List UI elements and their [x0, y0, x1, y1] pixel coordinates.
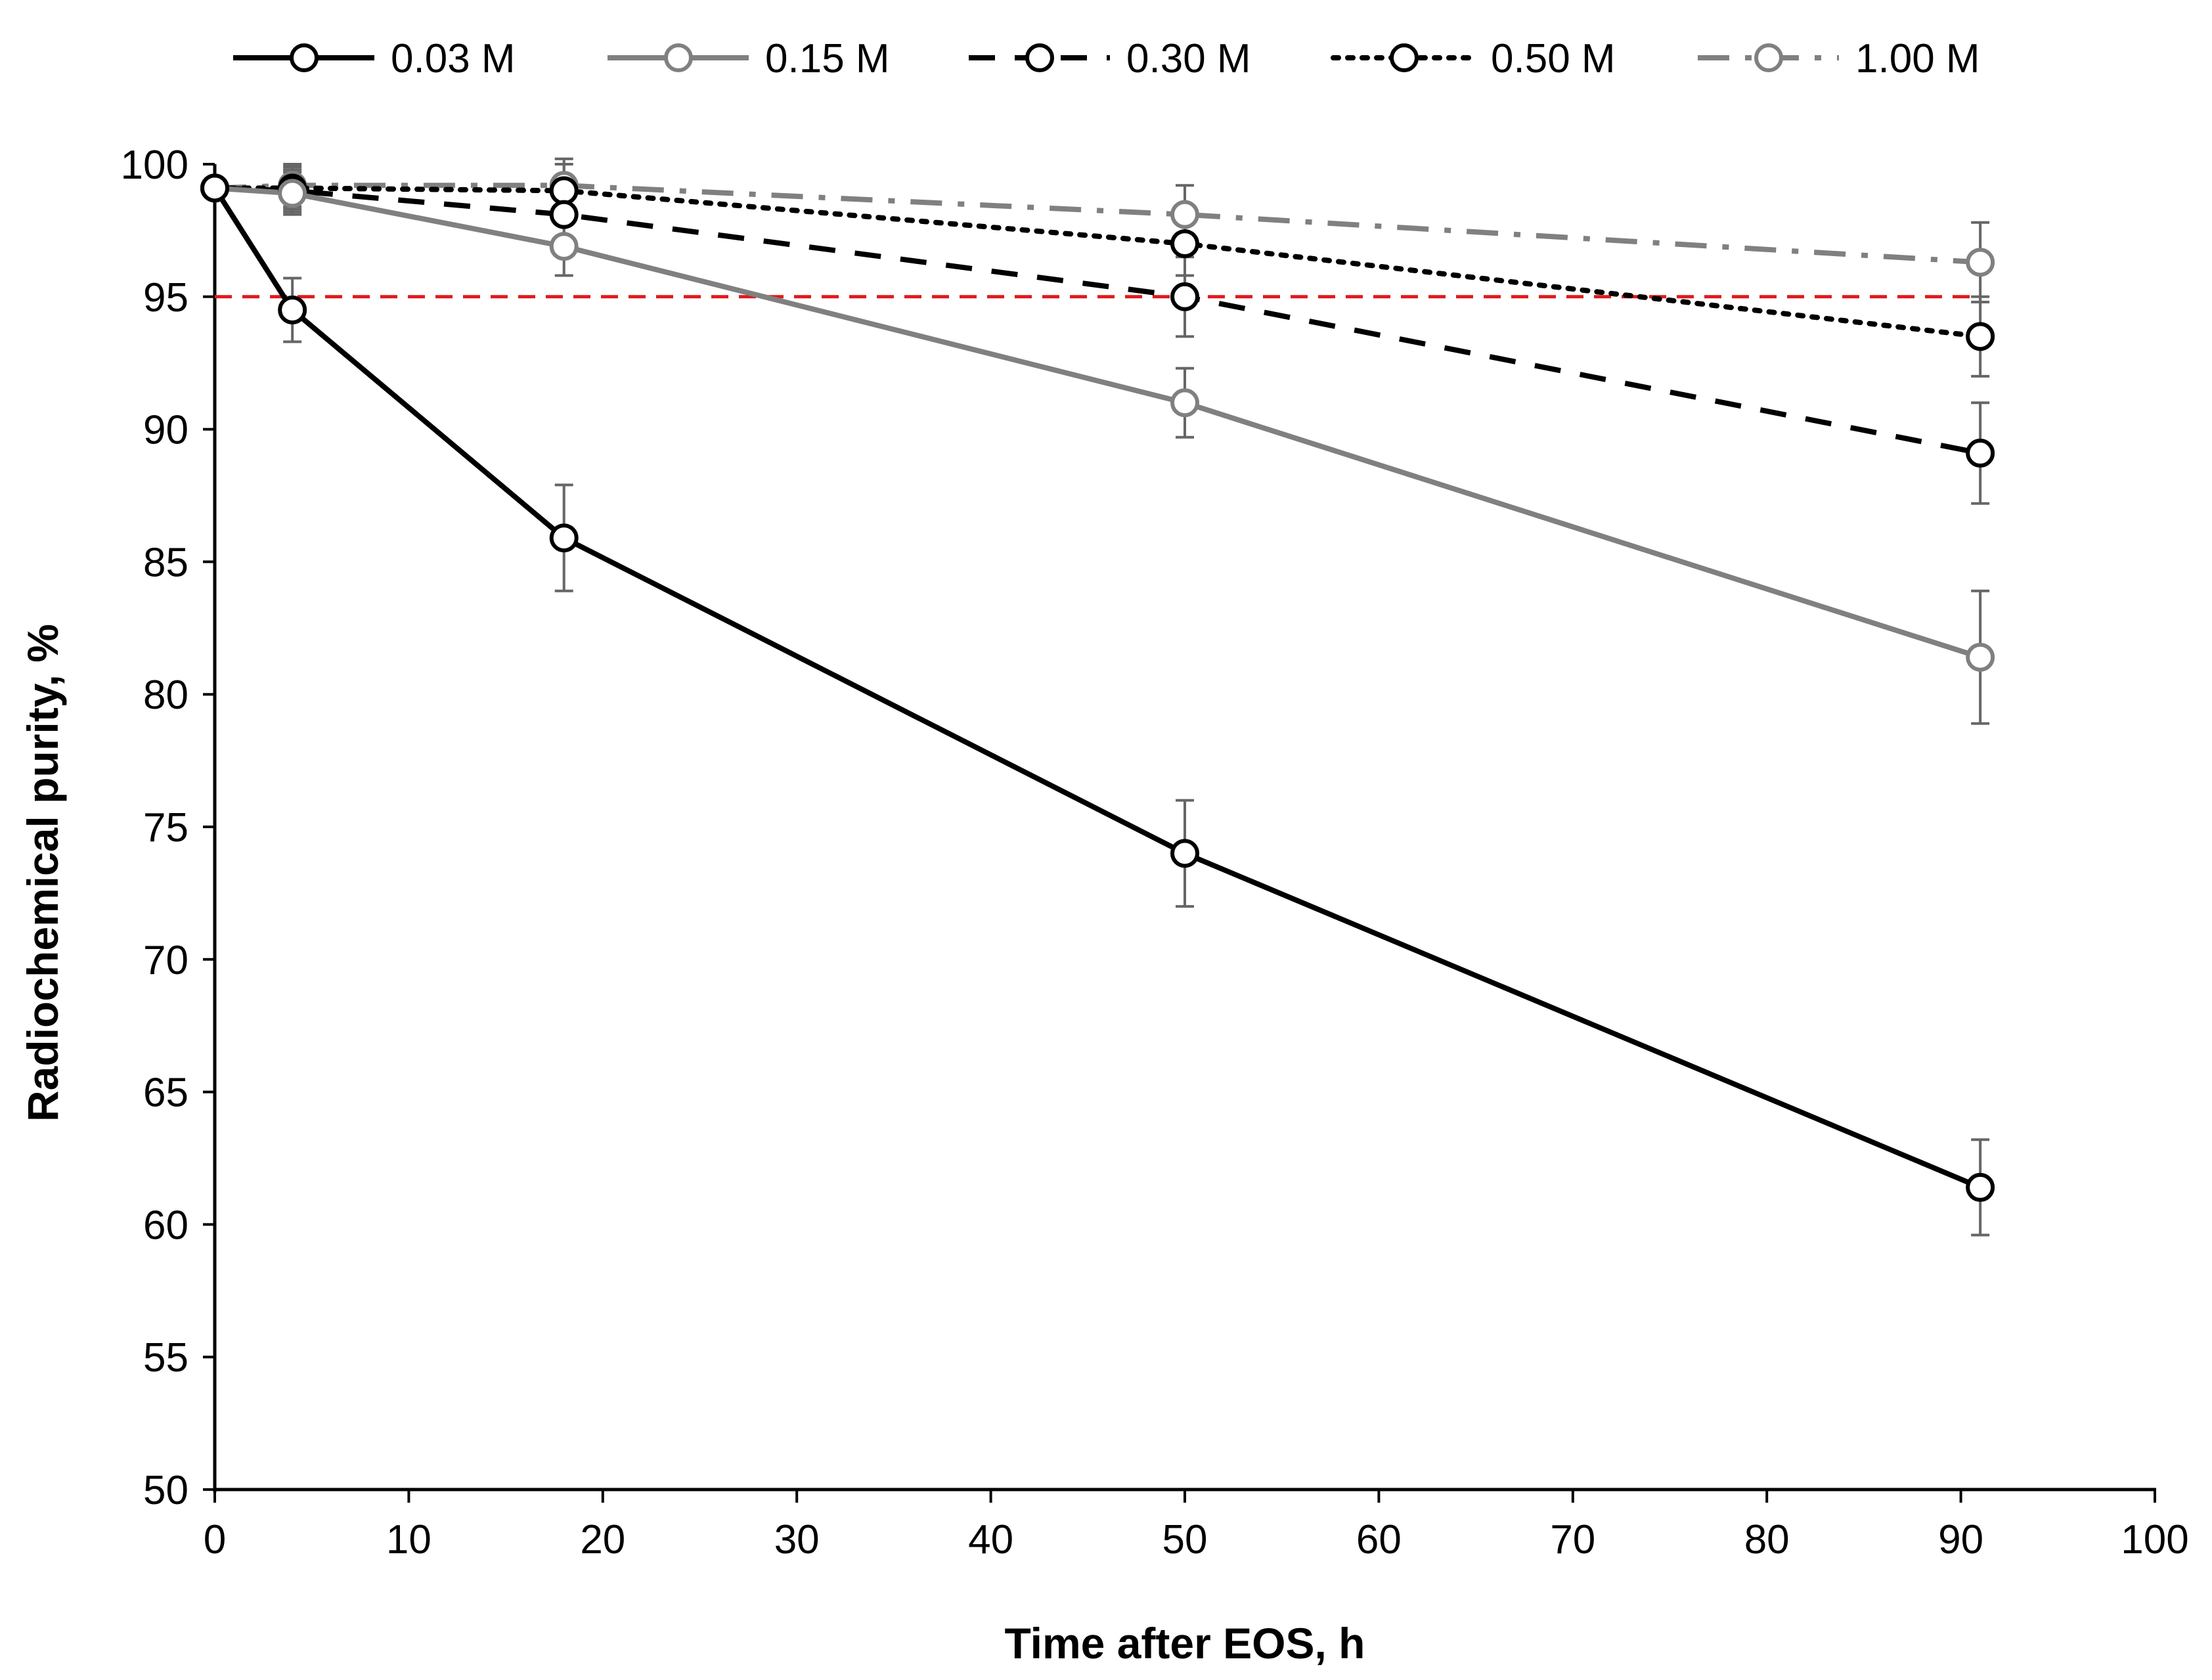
series-line	[214, 183, 1981, 265]
data-point	[1170, 200, 1199, 229]
data-point	[549, 176, 579, 206]
series-line	[214, 185, 1981, 660]
y-tick-label: 50	[143, 1468, 188, 1513]
data-point	[1966, 322, 1995, 351]
plot-area: 50 55 60 65 70 75 80 85 90 95 100 0 10 20 30 40 50 60 70 80…	[121, 143, 2189, 1562]
legend-label: 1.00 M	[1855, 36, 1980, 81]
legend-marker	[1025, 43, 1054, 72]
data-point	[549, 523, 579, 553]
legend-item: 0.30 M	[969, 36, 1251, 81]
y-tick-label: 95	[143, 275, 188, 321]
x-tick-label: 100	[2121, 1517, 2188, 1562]
x-tick-label: 0	[204, 1517, 226, 1562]
legend-item: 0.15 M	[608, 36, 890, 81]
legend-marker	[1754, 43, 1783, 72]
x-tick-label: 50	[1162, 1517, 1208, 1562]
legend-item: 0.03 M	[233, 36, 516, 81]
y-tick-label: 60	[143, 1203, 188, 1248]
legend-label: 0.03 M	[391, 36, 516, 81]
y-tick-label: 65	[143, 1071, 188, 1116]
data-point	[278, 295, 307, 324]
x-tick-label: 40	[968, 1517, 1013, 1562]
legend-item: 1.00 M	[1698, 36, 1980, 81]
y-tick-label: 55	[143, 1335, 188, 1381]
data-point	[1966, 642, 1995, 672]
data-point	[278, 179, 307, 208]
x-tick-label: 10	[386, 1517, 431, 1562]
data-point	[1170, 839, 1199, 868]
data-point	[1966, 438, 1995, 468]
x-tick-label: 60	[1356, 1517, 1402, 1562]
data-point	[1170, 229, 1199, 259]
legend-item: 0.50 M	[1331, 36, 1616, 81]
legend-label: 0.15 M	[765, 36, 890, 81]
series-line	[212, 187, 1981, 1190]
data-point	[1966, 248, 1995, 277]
legend: 0.03 M 0.15 M 0.30 M 0.50 M 1.00 M	[233, 36, 1980, 81]
data-point	[549, 200, 579, 229]
legend-marker	[1390, 43, 1419, 72]
y-tick-label: 90	[143, 408, 188, 453]
x-tick-label: 20	[580, 1517, 625, 1562]
y-axis-title: Radiochemical purity, %	[18, 624, 67, 1122]
x-tick-label: 90	[1938, 1517, 1983, 1562]
data-point	[549, 232, 579, 261]
data-point	[200, 173, 229, 203]
legend-marker	[290, 43, 319, 72]
data-point	[1170, 282, 1199, 311]
data-point	[1170, 388, 1199, 418]
legend-marker	[664, 43, 693, 72]
y-tick-label: 80	[143, 673, 188, 718]
x-axis-title: Time after EOS, h	[1005, 1619, 1365, 1668]
legend-label: 0.30 M	[1126, 36, 1251, 81]
legend-label: 0.50 M	[1491, 36, 1616, 81]
data-point	[1966, 1172, 1995, 1202]
y-tick-label: 100	[121, 143, 188, 188]
y-tick-label: 85	[143, 540, 188, 585]
x-tick-label: 30	[774, 1517, 820, 1562]
x-tick-label: 80	[1744, 1517, 1790, 1562]
y-tick-label: 70	[143, 938, 188, 983]
y-tick-label: 75	[143, 805, 188, 851]
x-tick-label: 70	[1550, 1517, 1595, 1562]
